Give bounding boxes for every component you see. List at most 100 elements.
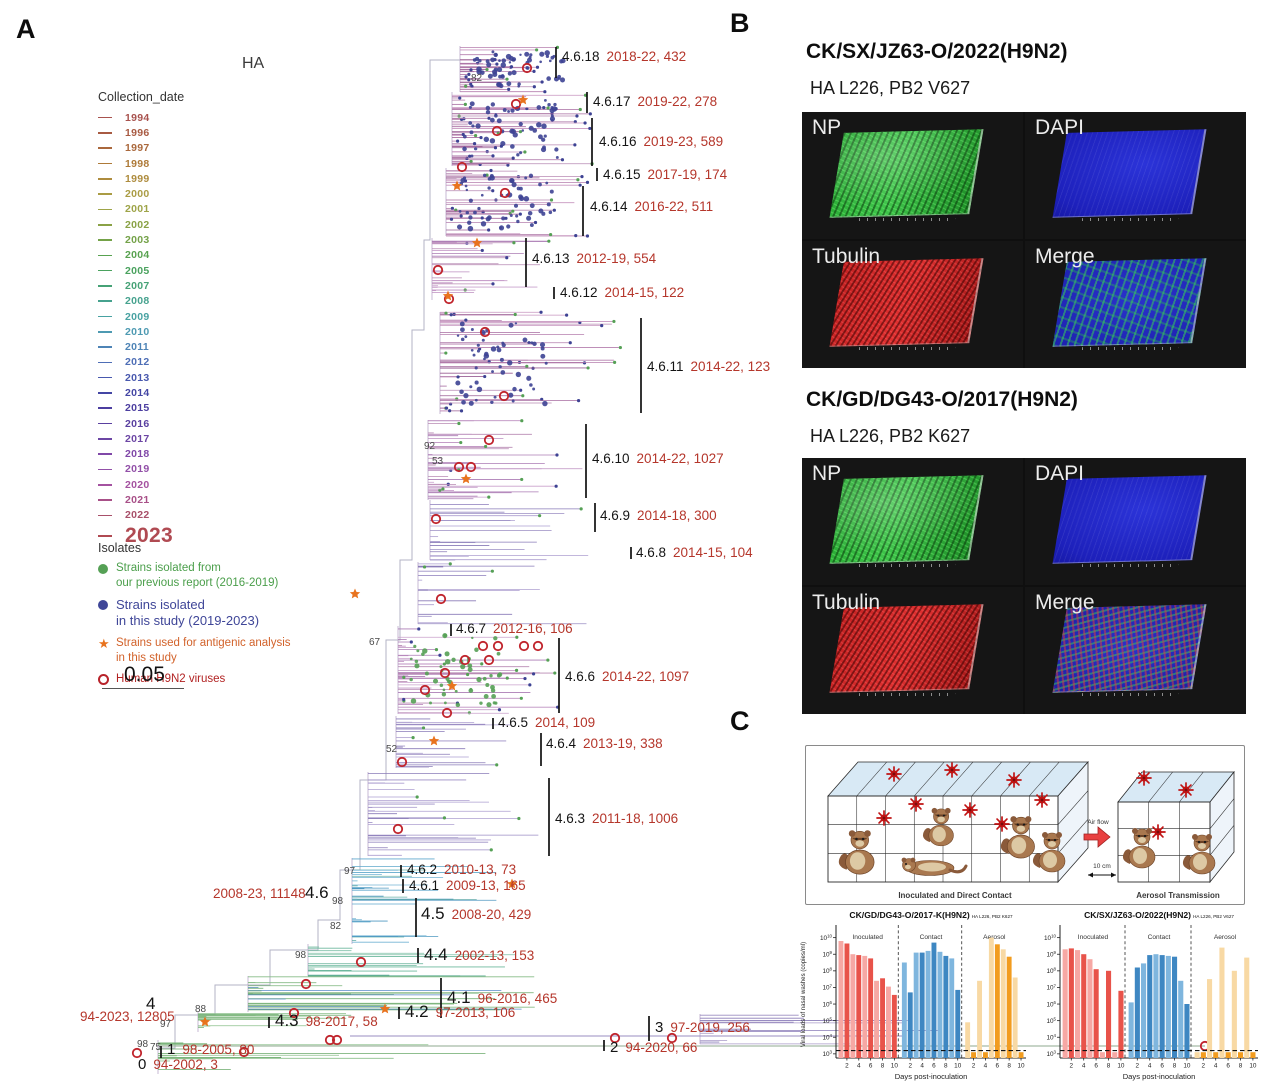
year-legend-item: 2015	[98, 401, 184, 416]
clade-detail: 2014-18, 300	[637, 508, 717, 523]
bar	[937, 951, 943, 1058]
y-tick-label: 104	[1046, 1033, 1056, 1041]
star-icon: ★	[98, 636, 110, 651]
year-label: 2021	[125, 494, 150, 507]
x-tick-label: 6	[932, 1063, 936, 1070]
bar	[1178, 980, 1184, 1058]
clade-name: 4.6.9	[600, 508, 631, 523]
bar	[862, 955, 868, 1058]
microscopy-quadrant-tubulin: Tubulin	[802, 241, 1023, 368]
bar	[1012, 977, 1018, 1058]
clade-label: 4.6.13 2012-19, 554	[532, 251, 656, 266]
bootstrap-value: 88	[195, 1004, 207, 1015]
year-legend-item: 2005	[98, 263, 184, 278]
isolate-legend-line: Human H9N2 viruses	[116, 673, 226, 685]
x-tick-label: 2	[908, 1063, 912, 1070]
clade-name: 4.6	[305, 883, 329, 902]
clade-label: 4.6	[305, 883, 329, 903]
y-tick-label: 106	[1046, 1000, 1056, 1008]
y-tick-label: 109	[822, 950, 832, 958]
year-color-dash	[98, 514, 112, 517]
clade-label: 4.6.15 2017-19, 174	[603, 167, 727, 182]
year-label: 2000	[125, 188, 150, 201]
clade-detail: 2011-18, 1006	[592, 811, 679, 826]
group-label: Aerosol	[983, 934, 1006, 941]
tree-scale-bar: 0.05	[102, 663, 184, 689]
group-label: Inoculated	[1078, 934, 1109, 941]
bar	[850, 954, 856, 1058]
axis-ticks	[1081, 563, 1179, 567]
clade-detail: 94-2002, 3	[153, 1057, 218, 1072]
y-tick-label: 108	[822, 967, 832, 975]
year-legend-item: 2018	[98, 447, 184, 462]
x-tick-label: 10	[891, 1063, 899, 1070]
isolate-legend-text: Strains isolated from our previous report…	[116, 561, 278, 590]
axis-ticks	[1081, 346, 1179, 350]
year-legend-item: 2013	[98, 370, 184, 385]
year-label: 2009	[125, 310, 150, 323]
microscopy-quadrant-dapi: DAPI	[1025, 112, 1246, 239]
isolates-legend-title: Isolates	[98, 541, 142, 555]
bar	[874, 980, 879, 1058]
clade-name: 4.6.7	[456, 621, 487, 636]
bar	[925, 950, 931, 1058]
isolate-legend-line: Strains isolated from	[116, 562, 221, 574]
axis-ticks	[858, 217, 956, 221]
year-legend-item: 1998	[98, 156, 184, 171]
clade-label: 4.4 2002-13, 153	[424, 945, 534, 965]
year-color-dash	[98, 147, 112, 150]
axis-ticks	[858, 346, 956, 350]
bar	[1099, 1052, 1105, 1058]
clade-detail: 2008-20, 429	[451, 907, 532, 922]
group-label: Inoculated	[852, 934, 883, 941]
marker-dot	[98, 564, 108, 574]
bar	[1238, 1052, 1244, 1058]
year-color-dash	[98, 376, 112, 379]
bootstrap-value: 67	[369, 637, 381, 648]
year-color-dash	[98, 453, 112, 455]
ferret-illustration	[1000, 816, 1035, 859]
x-tick-label: 4	[1082, 1063, 1086, 1070]
x-tick-label: 10	[1249, 1063, 1257, 1070]
bar	[994, 944, 1000, 1058]
year-color-dash	[98, 346, 112, 348]
bar	[1153, 954, 1159, 1058]
year-color-dash	[98, 269, 112, 272]
channel-label: Merge	[1035, 591, 1095, 614]
clade-name: 4.6.13	[532, 251, 570, 266]
x-tick-label: 2	[1136, 1063, 1140, 1070]
clade-label: 4	[146, 994, 155, 1014]
ferret-illustration	[1032, 832, 1066, 873]
year-label: 2005	[125, 264, 150, 277]
clade-name: 4.6.6	[565, 669, 596, 684]
cage-right-caption: Aerosol Transmission	[1136, 891, 1220, 900]
clade-name: 4.6.16	[599, 134, 637, 149]
clade-label: 4.5 2008-20, 429	[421, 904, 531, 924]
channel-label: DAPI	[1035, 116, 1085, 139]
year-label: 2003	[125, 234, 150, 247]
year-color-dash	[98, 254, 112, 257]
bar	[983, 1052, 988, 1058]
x-tick-label: 10	[1017, 1063, 1025, 1070]
y-tick-label: 108	[1046, 967, 1056, 975]
confocal-volume	[1052, 604, 1207, 693]
virus-particle-icon	[908, 796, 924, 812]
x-tick-label: 8	[1173, 1063, 1177, 1070]
year-color-dash	[98, 193, 112, 195]
confocal-volume	[829, 258, 984, 347]
collection-legend-items: 1994 1996 1997 1998 1999 2000 2001 2002 2003 2004…	[98, 110, 184, 549]
clade-detail: 2008-23, 11148	[213, 886, 306, 901]
clade-name: 4.6.2	[407, 862, 438, 877]
bootstrap-value: 98	[332, 896, 344, 907]
marker-ring	[98, 674, 109, 685]
x-tick-label: 6	[1226, 1063, 1230, 1070]
clade-detail: 2014-15, 104	[673, 545, 753, 560]
clade-label: 4.6.18 2018-22, 432	[562, 49, 686, 64]
year-color-dash	[98, 468, 112, 471]
clade-detail: 2013-19, 338	[583, 736, 663, 751]
isolate-legend-line: our previous report (2016-2019)	[116, 576, 279, 589]
confocal-image	[1052, 604, 1207, 696]
virus-particle-icon	[994, 816, 1010, 832]
isolate-legend-line: in this study (2019-2023)	[116, 613, 260, 628]
clade-label: 4.6.4 2013-19, 338	[546, 736, 663, 751]
